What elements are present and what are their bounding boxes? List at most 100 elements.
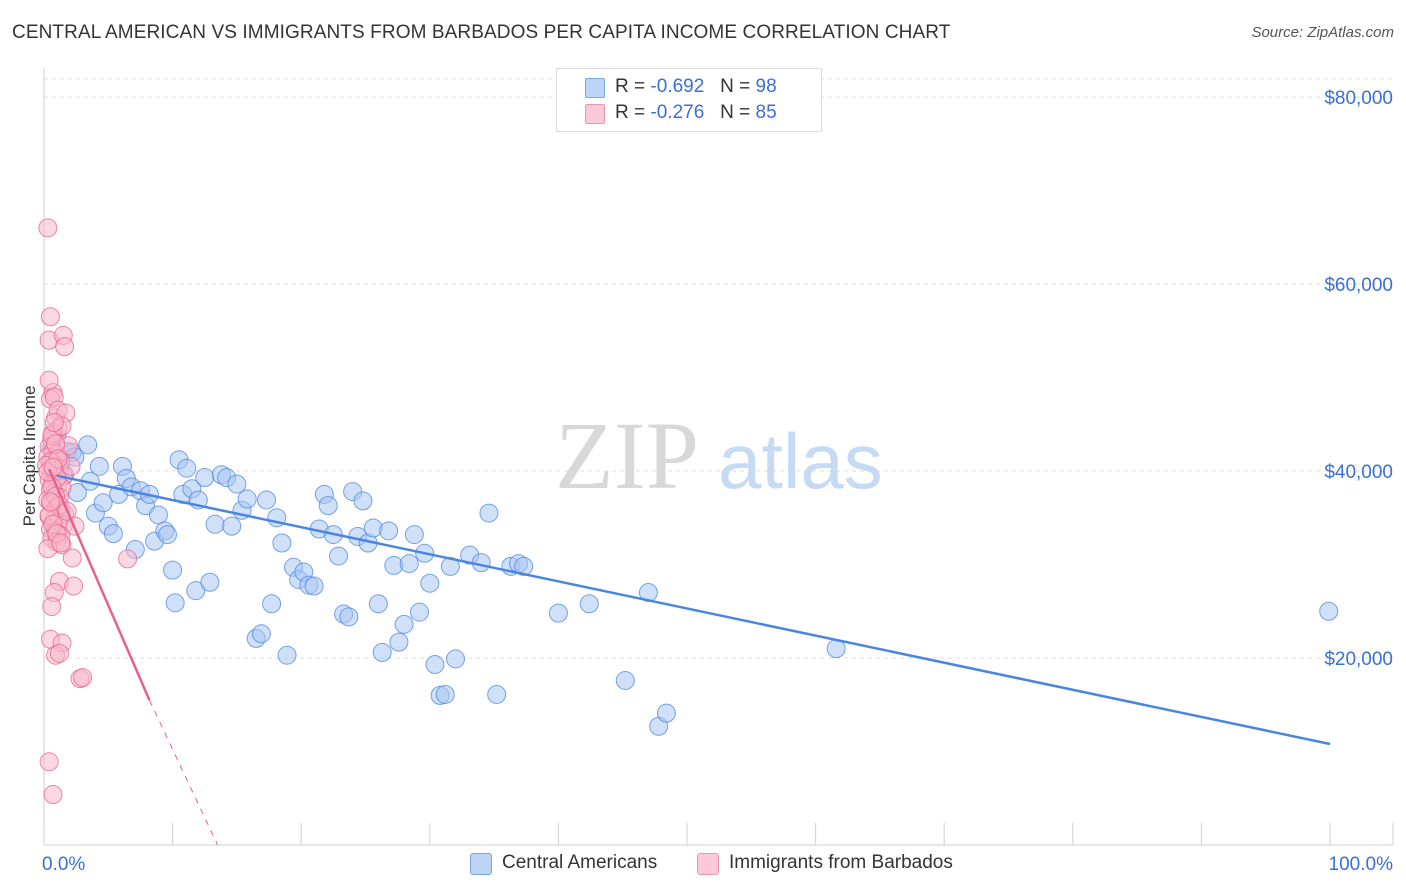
legend-n-label: N =	[720, 76, 751, 97]
point-central-americans	[339, 607, 359, 627]
watermark-zip: ZIP	[555, 402, 699, 509]
point-central-americans	[157, 525, 177, 545]
point-central-americans	[656, 703, 676, 723]
bottom-legend-label: Central Americans	[502, 852, 658, 873]
point-central-americans	[262, 594, 282, 614]
point-central-americans	[514, 556, 534, 576]
point-central-americans	[222, 516, 242, 536]
point-barbados	[39, 752, 59, 772]
legend-r-label: R =	[615, 76, 646, 97]
point-central-americans	[487, 684, 507, 704]
point-barbados	[73, 668, 93, 688]
y-tick-label: $60,000	[1324, 275, 1393, 296]
point-central-americans	[200, 572, 220, 592]
data-points	[37, 218, 1339, 805]
gridlines	[44, 78, 1393, 659]
point-central-americans	[615, 670, 635, 690]
y-axis-label: Per Capita Income	[20, 386, 39, 527]
legend-n-label: N =	[720, 102, 751, 123]
correlation-legend: R = -0.692 N = 98 R = -0.276 N = 85	[556, 68, 822, 132]
trend-line-barbados	[47, 468, 151, 701]
point-central-americans	[435, 684, 455, 704]
legend-swatch-pink	[585, 104, 605, 124]
point-barbados	[55, 337, 75, 357]
point-central-americans	[148, 505, 168, 525]
bottom-legend-swatch-blue	[470, 853, 492, 875]
axes	[43, 68, 1394, 846]
point-central-americans	[479, 503, 499, 523]
point-central-americans	[205, 514, 225, 534]
legend-r-label: R =	[615, 102, 646, 123]
point-central-americans	[389, 632, 409, 652]
point-central-americans	[186, 581, 206, 601]
point-central-americans	[399, 554, 419, 574]
y-tick-label: $20,000	[1324, 649, 1393, 670]
point-central-americans	[420, 573, 440, 593]
point-central-americans	[379, 521, 399, 541]
point-central-americans	[177, 458, 197, 478]
point-central-americans	[410, 602, 430, 622]
point-central-americans	[1319, 601, 1339, 621]
point-central-americans	[353, 491, 373, 511]
point-central-americans	[318, 496, 338, 516]
point-barbados	[40, 492, 60, 512]
point-barbados	[118, 549, 138, 569]
x-tick-labels: 0.0% 100.0%	[42, 854, 1393, 875]
trend-line-central-americans	[56, 474, 1331, 746]
legend-r-value: -0.276	[650, 102, 705, 123]
point-barbados	[39, 370, 59, 390]
point-central-americans	[363, 518, 383, 538]
point-barbados	[64, 576, 84, 596]
point-central-americans	[446, 649, 466, 669]
point-barbados	[38, 218, 58, 238]
point-central-americans	[394, 614, 414, 634]
trend-line-barbados-extrapolated	[148, 699, 219, 846]
point-central-americans	[548, 603, 568, 623]
watermark: ZIP atlas	[555, 402, 883, 509]
x-tick-label: 100.0%	[1329, 854, 1394, 875]
y-tick-label: $40,000	[1324, 462, 1393, 483]
point-central-americans	[93, 493, 113, 513]
point-central-americans	[368, 594, 388, 614]
point-barbados	[43, 457, 63, 477]
source-label: Source: ZipAtlas.com	[1251, 24, 1394, 41]
point-central-americans	[256, 490, 276, 510]
point-barbados	[44, 412, 64, 432]
point-barbados	[42, 597, 62, 617]
trend-lines	[47, 468, 1331, 846]
point-barbados	[62, 548, 82, 568]
point-central-americans	[165, 593, 185, 613]
point-central-americans	[272, 533, 292, 553]
point-central-americans	[103, 524, 123, 544]
point-barbados	[51, 533, 71, 553]
point-barbados	[40, 307, 60, 327]
point-central-americans	[372, 642, 392, 662]
point-central-americans	[251, 624, 271, 644]
point-central-americans	[277, 645, 297, 665]
legend-n-value: 85	[755, 102, 777, 123]
point-central-americans	[195, 468, 215, 488]
point-barbados	[49, 643, 69, 663]
point-central-americans	[404, 525, 424, 545]
legend-r-value: -0.692	[650, 76, 705, 97]
watermark-atlas: atlas	[718, 417, 883, 505]
legend-n-value: 98	[755, 76, 777, 97]
point-central-americans	[227, 474, 247, 494]
point-central-americans	[579, 594, 599, 614]
point-central-americans	[304, 576, 324, 596]
point-barbados	[43, 785, 63, 805]
bottom-legend-label: Immigrants from Barbados	[729, 852, 953, 873]
y-tick-label: $80,000	[1324, 88, 1393, 109]
point-central-americans	[78, 435, 98, 455]
point-central-americans	[89, 456, 109, 476]
point-central-americans	[328, 546, 348, 566]
point-central-americans	[237, 489, 257, 509]
point-central-americans	[163, 560, 183, 580]
bottom-legend-swatch-pink	[697, 853, 719, 875]
x-tick-label: 0.0%	[42, 854, 85, 875]
y-tick-labels: $20,000 $40,000 $60,000 $80,000	[1324, 88, 1393, 670]
chart-title: CENTRAL AMERICAN VS IMMIGRANTS FROM BARB…	[12, 22, 951, 43]
legend-swatch-blue	[585, 78, 605, 98]
point-central-americans	[425, 655, 445, 675]
